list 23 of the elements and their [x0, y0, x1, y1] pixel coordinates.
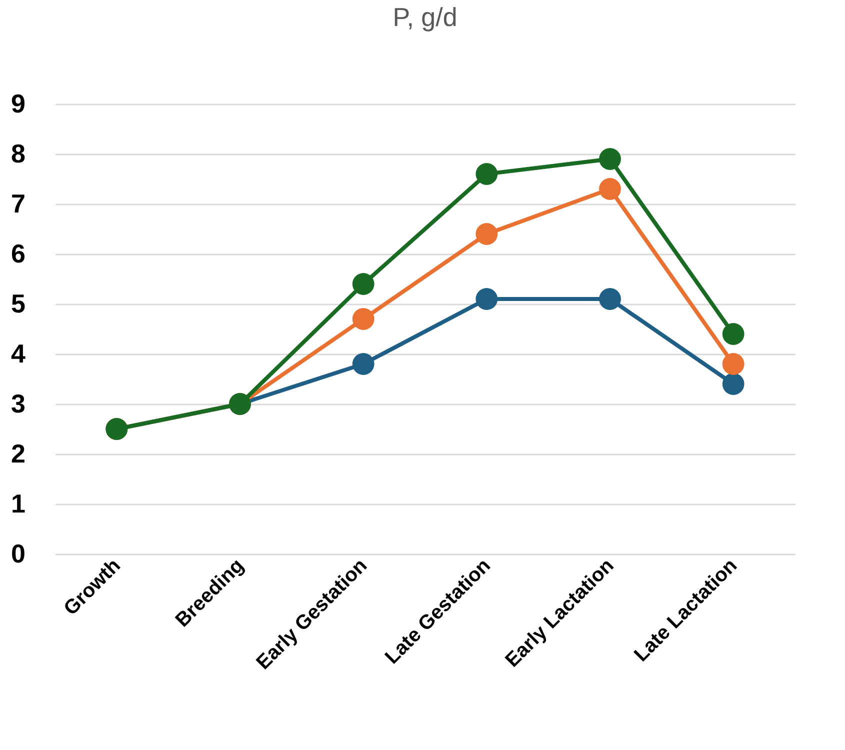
y-tick-label: 6: [11, 238, 26, 268]
point: [476, 163, 498, 185]
y-tick-label: 3: [11, 388, 26, 418]
y-tick-label: 4: [11, 338, 26, 368]
y-tick-label: 0: [11, 538, 26, 568]
point: [476, 223, 498, 245]
y-tick-label: 8: [11, 138, 26, 168]
point: [722, 353, 744, 375]
point: [352, 308, 374, 330]
point: [352, 353, 374, 375]
point: [599, 148, 621, 170]
point: [722, 323, 744, 345]
point: [599, 178, 621, 200]
y-tick-label: 9: [11, 88, 26, 118]
point: [722, 373, 744, 395]
y-tick-label: 1: [11, 488, 26, 518]
chart-title: P, g/d: [392, 2, 458, 32]
y-tick-label: 7: [11, 188, 26, 218]
y-tick-label: 5: [11, 288, 26, 318]
point: [599, 288, 621, 310]
point: [476, 288, 498, 310]
point: [352, 273, 374, 295]
y-tick-label: 2: [11, 438, 26, 468]
